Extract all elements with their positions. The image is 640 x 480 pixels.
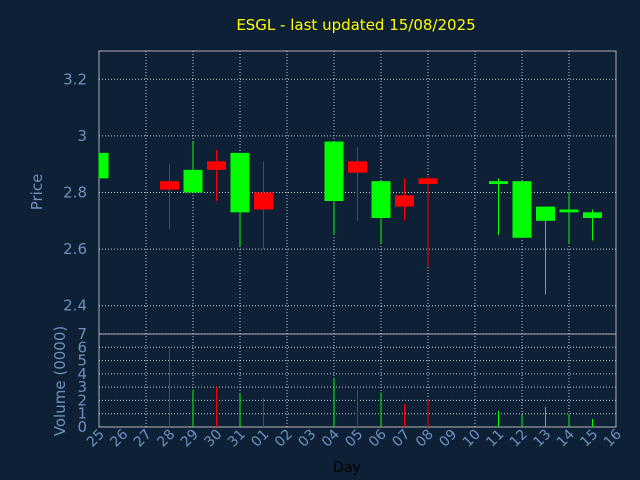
x-tick-label: 04 — [319, 426, 343, 450]
volume-bars — [169, 347, 593, 427]
x-tick-label: 05 — [342, 427, 366, 451]
x-tick-label: 26 — [107, 426, 131, 450]
volume-tick-label: 5 — [77, 352, 87, 370]
x-tick-label: 06 — [366, 426, 390, 450]
candle-body — [348, 161, 367, 173]
candle-body — [371, 181, 391, 218]
candle-body — [536, 206, 555, 221]
x-tick-label: 13 — [530, 427, 554, 451]
volume-tick-label: 2 — [77, 391, 87, 409]
x-tick-label: 01 — [248, 427, 272, 451]
candles — [98, 141, 602, 295]
x-tick-label: 25 — [84, 427, 108, 451]
x-tick-label: 12 — [507, 427, 531, 451]
x-tick-label: 29 — [178, 427, 202, 451]
x-tick-label: 30 — [201, 427, 225, 451]
volume-tick-label: 0 — [77, 418, 87, 436]
x-tick-label: 14 — [554, 426, 578, 450]
price-axis-label: Price — [28, 174, 46, 211]
x-tick-label: 03 — [295, 427, 319, 451]
price-y-ticks: 2.4 2.6 2.8 3 3.2 — [63, 70, 87, 314]
volume-tick-label: 1 — [77, 405, 87, 423]
x-tick-label: 10 — [460, 427, 484, 451]
candle-body — [230, 152, 250, 213]
volume-tick-label: 7 — [77, 325, 87, 343]
volume-tick-label: 6 — [77, 338, 87, 356]
candle-body — [254, 192, 273, 210]
x-tick-label: 09 — [436, 427, 460, 451]
volume-tick-label: 4 — [77, 365, 87, 383]
candle-body — [418, 178, 438, 185]
x-tick-label: 31 — [225, 427, 249, 451]
x-tick-label: 08 — [413, 427, 437, 451]
x-tick-label: 07 — [389, 427, 413, 451]
price-tick-label: 2.6 — [63, 240, 87, 258]
x-tick-label: 28 — [154, 427, 178, 451]
candle-body — [489, 181, 508, 185]
candle-body — [583, 212, 602, 218]
candle-body — [183, 169, 203, 193]
x-tick-label: 15 — [577, 427, 601, 451]
volume-tick-label: 3 — [77, 378, 87, 396]
x-ticks: 25 26 27 28 29 30 31 01 02 03 04 05 06 07 08 09 10 11 12 13… — [84, 426, 625, 450]
candle-body — [512, 181, 532, 238]
candle-body — [207, 161, 226, 170]
x-tick-label: 27 — [131, 427, 155, 451]
price-tick-label: 2.8 — [63, 184, 87, 202]
candle-body — [559, 209, 579, 213]
price-tick-label: 2.4 — [63, 297, 87, 315]
price-tick-label: 3.2 — [63, 70, 87, 88]
candle-body — [324, 141, 344, 201]
chart-title: ESGL - last updated 15/08/2025 — [236, 16, 475, 34]
x-tick-label: 16 — [601, 426, 625, 450]
candle-body — [395, 195, 414, 207]
volume-axis-label: Volume (0000) — [51, 326, 69, 436]
x-grid — [145, 51, 570, 427]
x-tick-label: 11 — [483, 427, 507, 451]
x-tick-label: 02 — [272, 427, 296, 451]
candle-body — [160, 181, 179, 190]
candle-body — [99, 152, 109, 179]
x-axis-label: Day — [333, 460, 361, 476]
price-tick-label: 3 — [77, 127, 87, 145]
